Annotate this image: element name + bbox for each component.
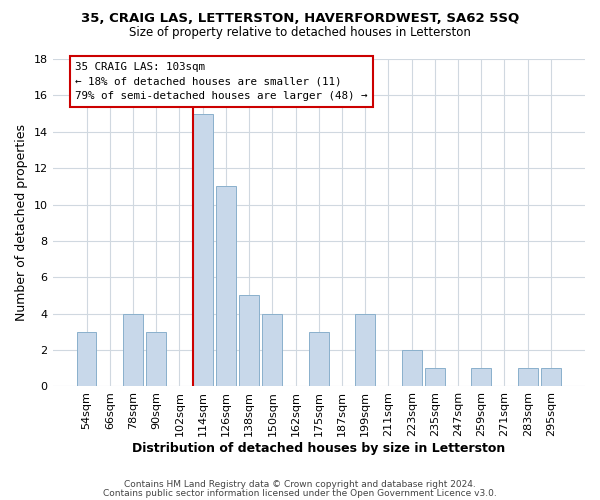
Bar (77, 332, 97, 386)
Bar (541, 368, 561, 386)
Bar (216, 186, 236, 386)
Bar (518, 368, 538, 386)
Bar (193, 114, 212, 386)
Text: Size of property relative to detached houses in Letterston: Size of property relative to detached ho… (129, 26, 471, 39)
Bar (146, 332, 166, 386)
Bar (402, 350, 422, 387)
X-axis label: Distribution of detached houses by size in Letterston: Distribution of detached houses by size … (132, 442, 505, 455)
Text: Contains public sector information licensed under the Open Government Licence v3: Contains public sector information licen… (103, 488, 497, 498)
Text: Contains HM Land Registry data © Crown copyright and database right 2024.: Contains HM Land Registry data © Crown c… (124, 480, 476, 489)
Bar (239, 296, 259, 386)
Bar (472, 368, 491, 386)
Text: 35 CRAIG LAS: 103sqm
← 18% of detached houses are smaller (11)
79% of semi-detac: 35 CRAIG LAS: 103sqm ← 18% of detached h… (76, 62, 368, 102)
Bar (262, 314, 282, 386)
Bar (309, 332, 329, 386)
Text: 35, CRAIG LAS, LETTERSTON, HAVERFORDWEST, SA62 5SQ: 35, CRAIG LAS, LETTERSTON, HAVERFORDWEST… (81, 12, 519, 26)
Y-axis label: Number of detached properties: Number of detached properties (15, 124, 28, 321)
Bar (355, 314, 375, 386)
Bar (425, 368, 445, 386)
Bar (123, 314, 143, 386)
